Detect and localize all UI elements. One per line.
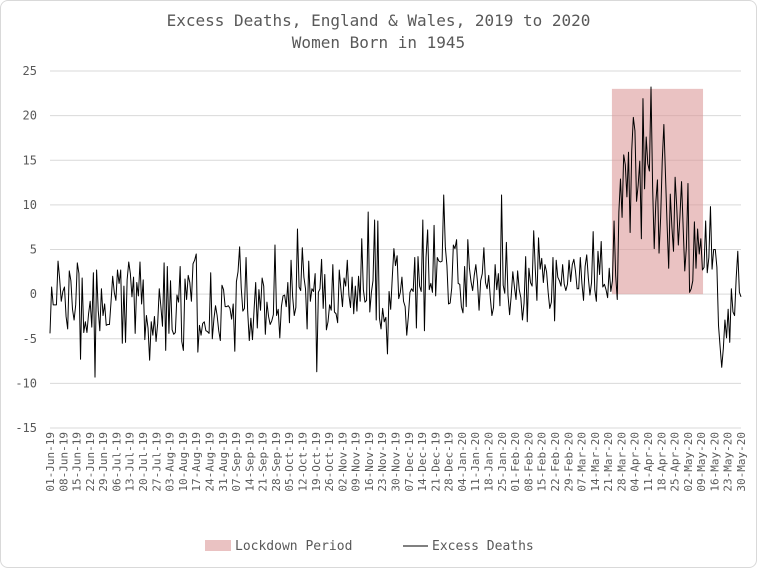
y-tick-label: 15 [23, 153, 37, 167]
x-tick-label: 29-Jun-19 [97, 432, 110, 492]
x-tick-label: 07-Mar-20 [576, 432, 589, 492]
x-tick-label: 24-Aug-19 [203, 432, 216, 492]
x-tick-label: 23-Nov-19 [376, 432, 389, 492]
y-tick-label: 25 [23, 64, 37, 78]
legend-excess-label: Excess Deaths [432, 539, 534, 554]
x-tick-label: 04-Jan-20 [456, 432, 469, 492]
y-axis: -15 -10 -5 0 5 10 15 20 25 [15, 64, 37, 435]
x-tick-label: 08-Jun-19 [57, 432, 70, 492]
x-tick-label: 21-Mar-20 [602, 432, 615, 492]
x-tick-label: 16-May-20 [708, 432, 721, 492]
x-tick-label: 27-Jul-19 [150, 432, 163, 492]
x-tick-label: 02-Nov-19 [336, 432, 349, 492]
x-tick-label: 05-Oct-19 [283, 432, 296, 492]
x-tick-label: 15-Feb-20 [536, 432, 549, 492]
x-tick-label: 07-Sep-19 [230, 432, 243, 492]
x-tick-label: 01-Feb-20 [509, 432, 522, 492]
x-tick-label: 14-Sep-19 [243, 432, 256, 492]
x-tick-label: 28-Dec-19 [443, 432, 456, 492]
x-tick-label: 01-Jun-19 [44, 432, 57, 492]
x-tick-label: 14-Mar-20 [589, 432, 602, 492]
x-tick-label: 04-Apr-20 [629, 432, 642, 492]
x-tick-label: 09-Nov-19 [350, 432, 363, 492]
x-tick-label: 09-May-20 [695, 432, 708, 492]
x-tick-label: 22-Feb-20 [549, 432, 562, 492]
x-tick-label: 30-May-20 [735, 432, 748, 492]
y-tick-label: 10 [23, 198, 37, 212]
x-tick-label: 03-Aug-19 [164, 432, 177, 492]
x-tick-label: 07-Dec-19 [403, 432, 416, 492]
x-tick-label: 18-Apr-20 [655, 432, 668, 492]
x-tick-label: 23-May-20 [722, 432, 735, 492]
x-tick-label: 22-Jun-19 [84, 432, 97, 492]
x-tick-label: 10-Aug-19 [177, 432, 190, 492]
x-tick-label: 25-Jan-20 [496, 432, 509, 492]
x-tick-label: 13-Jul-19 [124, 432, 137, 492]
x-tick-label: 16-Nov-19 [363, 432, 376, 492]
y-tick-label: 5 [30, 243, 37, 257]
x-tick-label: 31-Aug-19 [217, 432, 230, 492]
y-tick-label: -5 [23, 332, 37, 346]
x-tick-label: 08-Feb-20 [522, 432, 535, 492]
excess-deaths-line [49, 86, 742, 378]
x-tick-label: 26-Oct-19 [323, 432, 336, 492]
y-tick-label: 20 [23, 109, 37, 123]
y-tick-label: -10 [15, 376, 37, 390]
x-tick-label: 02-May-20 [682, 432, 695, 492]
y-tick-label: -15 [15, 421, 37, 435]
x-tick-label: 06-Jul-19 [110, 432, 123, 492]
x-tick-label: 25-Apr-20 [669, 432, 682, 492]
x-tick-label: 20-Jul-19 [137, 432, 150, 492]
x-axis: 01-Jun-19 08-Jun-19 15-Jun-19 22-Jun-19 29-J… [44, 432, 748, 492]
legend: Lockdown Period Excess Deaths [205, 539, 534, 554]
x-tick-label: 29-Feb-20 [562, 432, 575, 492]
x-tick-label: 28-Sep-19 [270, 432, 283, 492]
x-tick-label: 30-Nov-19 [390, 432, 403, 492]
chart-subtitle: Women Born in 1945 [292, 33, 465, 52]
x-tick-label: 21-Dec-19 [429, 432, 442, 492]
x-tick-label: 11-Jan-20 [469, 432, 482, 492]
x-tick-label: 28-Mar-20 [615, 432, 628, 492]
legend-lockdown-label: Lockdown Period [235, 539, 352, 554]
x-tick-label: 11-Apr-20 [642, 432, 655, 492]
x-tick-label: 21-Sep-19 [257, 432, 270, 492]
x-tick-label: 18-Jan-20 [483, 432, 496, 492]
chart-title: Excess Deaths, England & Wales, 2019 to … [167, 11, 591, 30]
x-tick-label: 12-Oct-19 [296, 432, 309, 492]
x-tick-label: 17-Aug-19 [190, 432, 203, 492]
x-tick-label: 15-Jun-19 [71, 432, 84, 492]
x-tick-label: 19-Oct-19 [310, 432, 323, 492]
x-tick-label: 14-Dec-19 [416, 432, 429, 492]
y-tick-label: 0 [30, 287, 37, 301]
legend-lockdown-swatch [205, 540, 231, 551]
excess-deaths-series [49, 86, 742, 378]
